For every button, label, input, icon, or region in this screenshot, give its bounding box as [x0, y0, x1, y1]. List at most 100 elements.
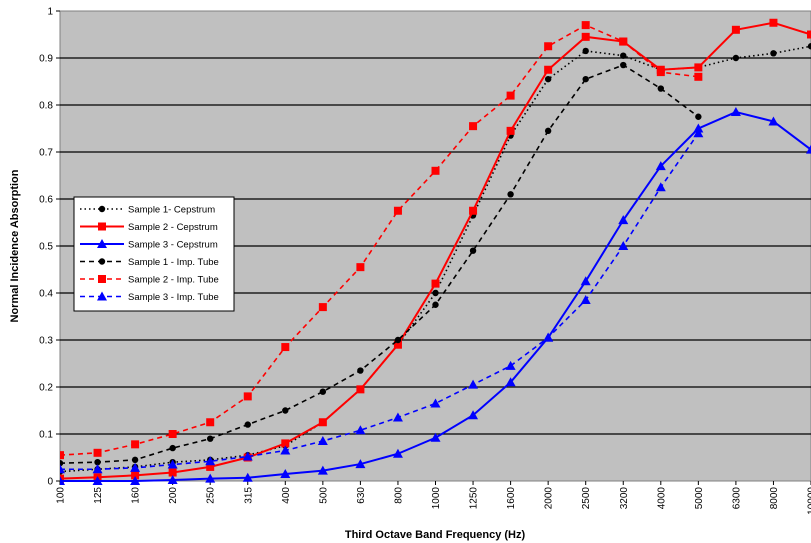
data-point — [206, 462, 215, 471]
legend-box — [73, 196, 235, 312]
data-point — [693, 128, 704, 138]
legend-swatch-marker — [97, 239, 107, 248]
data-point — [94, 459, 101, 466]
data-point — [393, 340, 402, 349]
data-point — [394, 336, 402, 344]
x-tick-label: 630 — [356, 487, 367, 504]
data-point — [544, 42, 553, 51]
data-point — [130, 476, 141, 485]
x-tick-label: 160 — [131, 487, 142, 504]
series-4 — [60, 61, 702, 467]
data-point — [131, 456, 139, 464]
data-point — [507, 191, 514, 198]
data-point — [695, 113, 702, 120]
data-point — [543, 332, 554, 342]
data-point — [770, 50, 777, 57]
legend-item: Sample 1- Cepstrum — [80, 205, 215, 216]
data-point — [582, 75, 589, 83]
data-point — [657, 85, 664, 92]
data-point — [807, 30, 811, 39]
data-point — [318, 418, 327, 427]
data-point — [544, 127, 552, 135]
x-tick-label: 200 — [168, 487, 179, 504]
x-tick-label: 250 — [206, 487, 217, 504]
legend-label: Sample 3 - Cepstrum — [128, 240, 218, 251]
data-point — [506, 126, 515, 135]
data-point — [131, 471, 140, 480]
y-tick-label: 0.6 — [39, 195, 53, 206]
data-point — [769, 18, 778, 27]
data-point — [205, 473, 216, 483]
data-point — [392, 448, 403, 458]
legend-swatch-marker — [97, 291, 107, 301]
data-point — [392, 412, 403, 422]
data-point — [807, 43, 811, 50]
legend-item: Sample 3 - Imp. Tube — [80, 291, 219, 303]
data-point — [280, 445, 291, 455]
x-tick-label: 2000 — [544, 487, 555, 510]
y-tick-label: 0.5 — [39, 242, 53, 253]
data-point — [731, 25, 740, 34]
data-point — [580, 276, 591, 286]
x-tick-label: 400 — [281, 487, 292, 504]
series-group — [60, 18, 811, 485]
data-point — [505, 377, 516, 387]
data-point — [60, 459, 64, 467]
x-tick-label: 1250 — [469, 487, 480, 510]
x-tick-label: 4000 — [656, 487, 667, 510]
y-tick-label: 0.2 — [39, 383, 53, 394]
legend-label: Sample 2 - Cepstrum — [128, 222, 218, 233]
data-point — [92, 476, 103, 485]
data-point — [656, 68, 665, 77]
legend-label: Sample 3 - Imp. Tube — [128, 292, 219, 303]
data-point — [60, 476, 65, 485]
series-6 — [60, 128, 704, 474]
series-5 — [60, 21, 703, 460]
data-point — [282, 407, 289, 414]
data-point — [544, 65, 553, 74]
data-point — [206, 418, 215, 427]
y-tick-label: 0.7 — [39, 148, 53, 159]
legend-items: Sample 1- Cepstrum Sample 2 - Cepstrum Sam… — [80, 205, 219, 303]
data-point — [655, 182, 666, 192]
data-point — [693, 123, 704, 133]
data-point — [60, 464, 65, 474]
y-tick-label: 0.3 — [39, 336, 53, 347]
data-point — [355, 425, 366, 435]
series-line — [60, 64, 699, 464]
data-point — [317, 436, 328, 446]
data-point — [169, 444, 176, 452]
data-point — [281, 439, 290, 448]
x-tick-label: 800 — [393, 487, 404, 504]
data-point — [620, 52, 627, 59]
data-point — [319, 388, 327, 395]
legend-item: Sample 1 - Imp. Tube — [80, 257, 219, 268]
legend-swatch-marker — [98, 275, 106, 283]
data-point — [242, 472, 253, 482]
legend-label: Sample 1 - Imp. Tube — [128, 257, 219, 268]
x-tick-label: 1000 — [431, 487, 442, 510]
data-point — [618, 241, 629, 250]
data-point — [469, 122, 478, 131]
data-point — [620, 61, 627, 69]
data-point — [280, 468, 291, 478]
data-point — [768, 116, 779, 126]
data-point — [544, 75, 552, 83]
data-point — [357, 367, 364, 374]
x-tick-label: 500 — [318, 487, 329, 504]
data-point — [581, 21, 590, 30]
data-point — [506, 91, 515, 100]
data-point — [806, 144, 811, 154]
y-tick-label: 1 — [47, 7, 53, 18]
data-point — [356, 385, 365, 394]
data-point — [694, 63, 703, 72]
legend-label: Sample 2 - Imp. Tube — [128, 275, 219, 286]
legend-item: Sample 3 - Cepstrum — [80, 239, 218, 251]
data-point — [432, 301, 439, 308]
x-tick-label: 10000 — [807, 487, 811, 515]
y-tick-label: 0.1 — [39, 430, 53, 441]
data-point — [130, 462, 141, 472]
x-tick-label: 3200 — [619, 487, 630, 510]
x-tick-label: 8000 — [769, 487, 780, 510]
